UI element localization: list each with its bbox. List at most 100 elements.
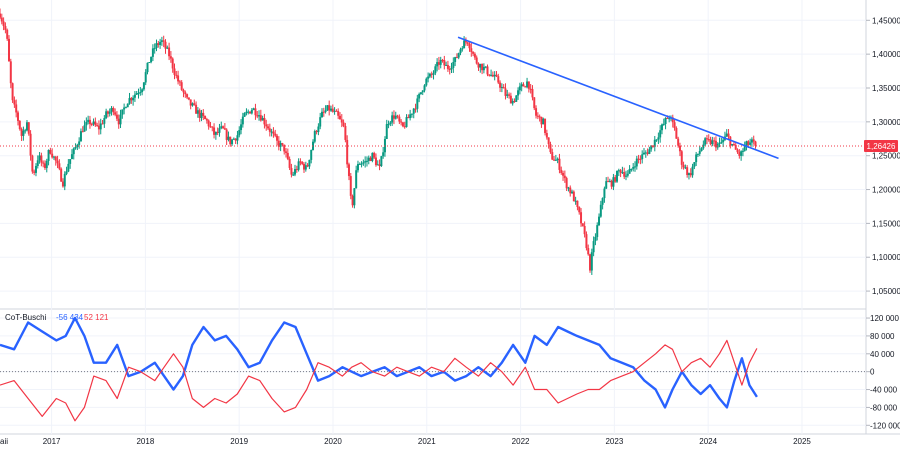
candle-body	[186, 94, 189, 98]
candle-body	[22, 130, 25, 136]
candle-body	[43, 163, 46, 169]
candle-body	[633, 166, 636, 168]
candle-body	[612, 177, 615, 187]
candle-body	[705, 138, 708, 140]
candle-body	[137, 93, 140, 95]
candle-body	[101, 123, 104, 125]
candle-body	[614, 177, 617, 182]
candle-body	[112, 107, 115, 113]
candle-body	[60, 168, 63, 182]
candle-body	[571, 191, 574, 194]
candle-body	[24, 130, 27, 132]
candle-body	[594, 236, 597, 242]
candle-body	[349, 176, 352, 196]
candle-body	[554, 159, 557, 161]
candle-body	[506, 94, 509, 96]
price-tick-label: 1,05000	[872, 287, 900, 296]
candle-body	[173, 68, 176, 75]
candle-body	[452, 61, 455, 68]
candle-body	[396, 115, 399, 117]
candle-body	[346, 139, 349, 165]
candle-body	[52, 156, 55, 158]
candle-body	[603, 188, 606, 199]
candle-body	[225, 129, 228, 140]
candle-body	[155, 43, 158, 49]
candle-body	[684, 167, 687, 169]
candle-body	[403, 126, 406, 128]
candle-body	[38, 155, 41, 161]
candle-body	[668, 118, 671, 120]
candle-body	[171, 58, 174, 69]
candle-body	[416, 98, 419, 109]
candle-body	[446, 64, 449, 69]
candle-body	[241, 116, 244, 125]
candle-body	[331, 108, 334, 112]
candle-body	[132, 97, 135, 101]
candle-body	[560, 169, 563, 173]
candle-body	[70, 154, 73, 160]
candle-body	[290, 167, 293, 175]
last-price-label-box	[864, 140, 898, 153]
candle-body	[657, 137, 660, 140]
price-tick-label: 1,30000	[872, 118, 900, 127]
candle-body	[574, 200, 577, 202]
candle-body	[9, 61, 12, 84]
candle-body	[391, 115, 394, 123]
candle-body	[141, 89, 144, 93]
candle-body	[533, 97, 536, 109]
candle-body	[277, 140, 280, 147]
candle-body	[126, 103, 129, 108]
candle-body	[268, 128, 271, 132]
candle-body	[576, 200, 579, 207]
candle-body	[0, 17, 3, 22]
candle-body	[466, 42, 469, 44]
candle-body	[509, 95, 512, 104]
candle-body	[92, 121, 95, 125]
candle-body	[374, 157, 377, 166]
candle-body	[598, 216, 601, 226]
ind-tick-label: 0	[870, 368, 875, 377]
candle-body	[520, 84, 523, 87]
candle-body	[216, 131, 219, 133]
candle-body	[425, 78, 428, 86]
candle-body	[367, 157, 370, 161]
candle-body	[545, 133, 548, 138]
candle-body	[484, 66, 487, 68]
candle-body	[691, 166, 694, 176]
candle-body	[320, 111, 323, 118]
cot-series-blue	[0, 316, 758, 409]
candle-body	[78, 141, 81, 145]
candle-body	[263, 117, 266, 125]
candle-body	[306, 165, 309, 167]
candle-body	[414, 108, 417, 110]
candle-body	[428, 73, 431, 77]
indicator-name: CoT-Buschi	[5, 313, 47, 322]
candle-body	[641, 154, 644, 160]
overlay-layer	[0, 36, 866, 160]
candle-body	[304, 165, 307, 170]
candle-body	[423, 85, 426, 91]
candle-body	[482, 66, 485, 71]
candle-body	[535, 108, 538, 116]
candle-body	[639, 158, 642, 160]
candle-body	[355, 170, 358, 189]
candle-body	[628, 169, 631, 174]
candle-body	[344, 125, 347, 140]
candle-body	[376, 164, 379, 166]
candle-body	[250, 109, 253, 114]
candle-body	[151, 48, 154, 57]
candle-body	[227, 136, 230, 140]
candle-body	[709, 139, 712, 145]
candle-body	[272, 131, 275, 134]
candle-body	[207, 120, 210, 127]
candle-body	[714, 140, 717, 148]
candle-body	[337, 111, 340, 116]
candle-body	[675, 128, 678, 139]
candle-body	[587, 248, 590, 255]
candle-body	[544, 118, 547, 134]
candle-body	[660, 124, 663, 131]
candle-body	[58, 163, 61, 169]
candle-body	[671, 117, 674, 123]
